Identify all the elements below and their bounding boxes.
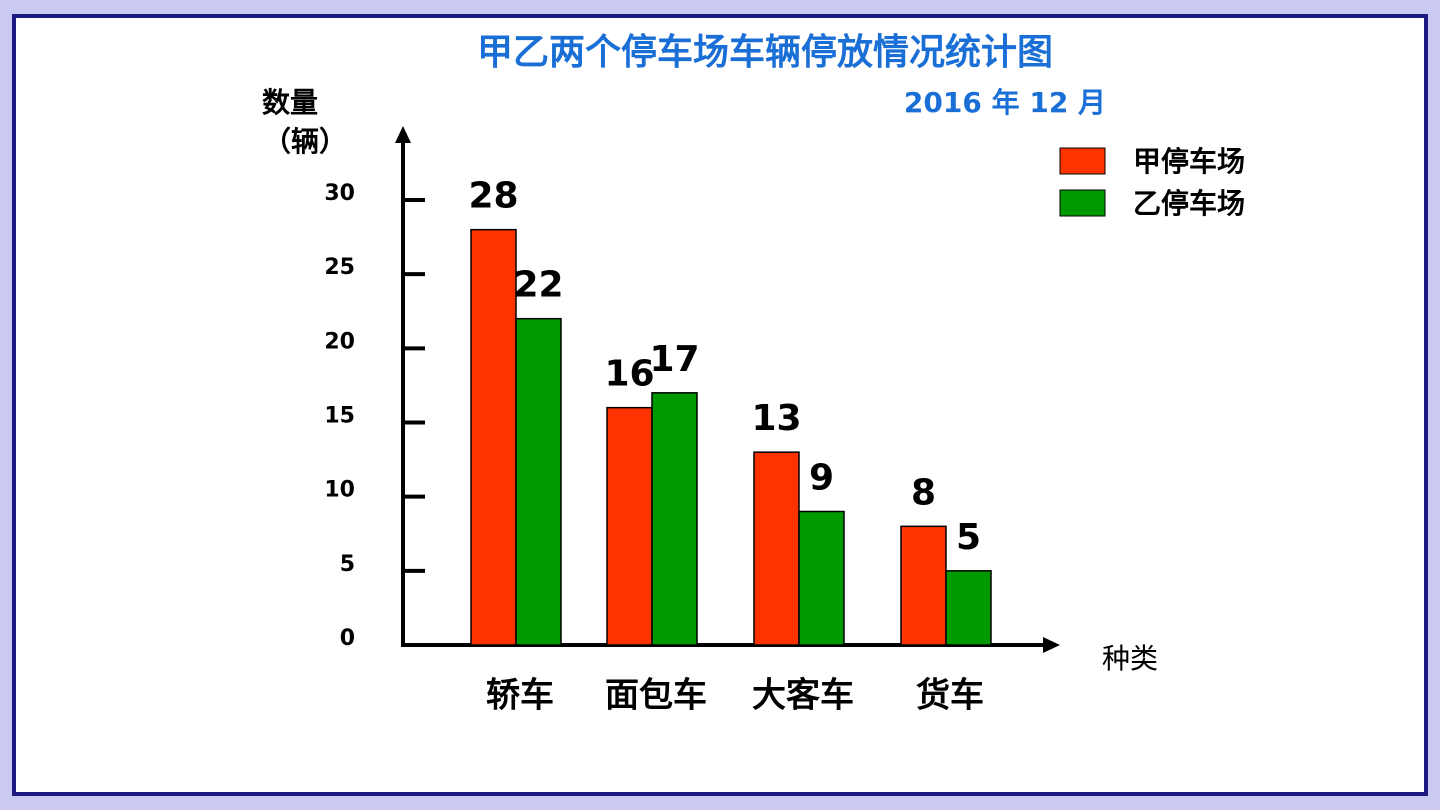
bar bbox=[470, 228, 517, 646]
y-tick-label: 15 bbox=[324, 404, 355, 429]
y-tick-label: 20 bbox=[324, 329, 355, 354]
value-label: 5 bbox=[956, 517, 981, 558]
bar bbox=[651, 392, 698, 646]
y-tick-label: 10 bbox=[324, 478, 355, 503]
x-tick-label: 面包车 bbox=[605, 676, 707, 716]
y-axis-title: 数量 bbox=[262, 86, 318, 119]
value-label: 13 bbox=[751, 398, 801, 439]
x-axis-arrow bbox=[1043, 637, 1060, 653]
value-label: 17 bbox=[649, 339, 699, 380]
y-tick-label: 5 bbox=[340, 552, 355, 577]
x-axis-title: 种类 bbox=[1102, 642, 1158, 675]
legend-label: 甲停车场 bbox=[1133, 145, 1245, 178]
slide-frame bbox=[12, 14, 1428, 796]
y-tick-label: 30 bbox=[324, 181, 355, 206]
value-label: 16 bbox=[604, 354, 654, 395]
x-tick-label: 轿车 bbox=[486, 676, 554, 716]
x-tick-label: 大客车 bbox=[752, 676, 854, 716]
value-label: 22 bbox=[513, 265, 563, 306]
y-tick-label: 25 bbox=[324, 255, 355, 280]
legend-label: 乙停车场 bbox=[1133, 187, 1245, 220]
y-axis-arrow bbox=[395, 126, 411, 143]
chart-subtitle: 2016 年 12 月 bbox=[904, 86, 1106, 119]
bar bbox=[753, 451, 800, 646]
y-tick-label: 0 bbox=[340, 626, 355, 651]
bar bbox=[515, 317, 562, 646]
x-tick-label: 货车 bbox=[916, 676, 984, 716]
bar bbox=[606, 406, 653, 646]
bar bbox=[798, 510, 845, 646]
value-label: 8 bbox=[911, 472, 936, 513]
y-axis-unit: （辆） bbox=[263, 125, 347, 158]
bar bbox=[945, 570, 992, 646]
value-label: 9 bbox=[809, 458, 834, 499]
legend-swatch bbox=[1059, 147, 1106, 175]
value-label: 28 bbox=[468, 176, 518, 217]
legend-swatch bbox=[1059, 189, 1106, 217]
bar bbox=[900, 525, 947, 646]
chart-title: 甲乙两个停车场车辆停放情况统计图 bbox=[477, 32, 1053, 73]
